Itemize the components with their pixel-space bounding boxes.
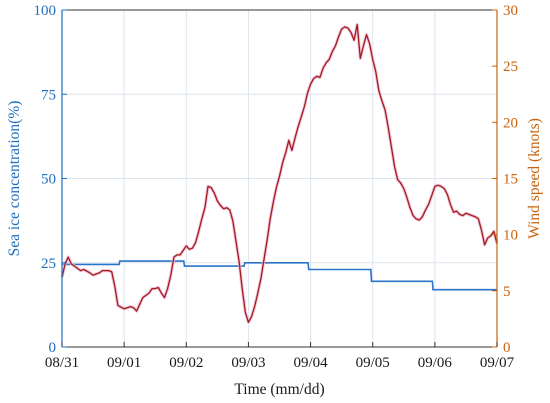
x-axis-title: Time (mm/dd) <box>234 381 324 398</box>
x-tick-label: 09/01 <box>107 355 141 371</box>
right-y-tick-label: 10 <box>503 228 518 244</box>
series-lines <box>60 23 499 324</box>
right-y-tick-label: 25 <box>503 59 518 75</box>
left-y-tick-label: 75 <box>41 87 56 103</box>
left-y-tick-label: 25 <box>41 256 56 272</box>
right-y-tick-label: 30 <box>503 3 518 19</box>
gridlines <box>62 10 497 347</box>
sea-ice-concentration-line <box>62 260 497 291</box>
x-tick-label: 09/05 <box>356 355 390 371</box>
x-tick-label: 08/31 <box>45 355 79 371</box>
left-y-axis-title: Sea ice concentration(%) <box>6 101 23 257</box>
axes: 08/31 09/01 09/02 09/03 09/04 09/05 09/06 09/07… <box>34 3 519 371</box>
left-y-tick-label: 100 <box>34 3 57 19</box>
x-tick-label: 09/02 <box>169 355 203 371</box>
right-y-axis-title: Wind speed (knots) <box>526 118 543 239</box>
left-y-tick-label: 50 <box>41 172 56 188</box>
right-y-tick-label: 15 <box>503 172 518 188</box>
left-y-tick-label: 0 <box>49 340 57 356</box>
x-tick-label: 09/04 <box>293 355 328 371</box>
right-y-tick-label: 5 <box>503 284 511 300</box>
x-tick-label: 09/03 <box>231 355 265 371</box>
x-tick-label: 09/06 <box>418 355 453 371</box>
right-y-tick-label: 20 <box>503 115 518 131</box>
right-y-tick-label: 0 <box>503 340 511 356</box>
x-tick-label: 09/07 <box>480 355 515 371</box>
wind-speed-line <box>61 23 498 323</box>
